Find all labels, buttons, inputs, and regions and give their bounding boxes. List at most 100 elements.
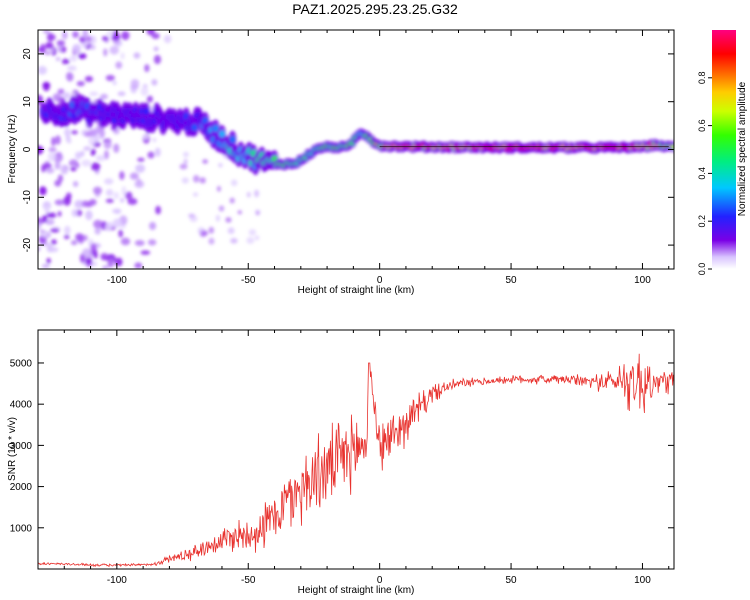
spectrogram-noise-blob <box>146 95 153 103</box>
x-tick-label: -50 <box>241 575 256 586</box>
x-tick-label: 0 <box>377 575 383 586</box>
spectrogram-noise-blob <box>152 137 157 143</box>
spectrogram-noise-blob <box>227 227 235 235</box>
y-tick-label: 10 <box>22 96 33 108</box>
ridge-core <box>218 130 225 138</box>
x-tick-label: 100 <box>634 575 651 586</box>
spectrogram-noise-blob <box>50 239 57 245</box>
spectrogram-noise-blob <box>51 136 56 147</box>
colorbar-ticks: 0.0 0.2 0.4 0.6 0.8 <box>697 72 712 276</box>
spectrogram-noise-blob <box>130 79 140 88</box>
spectrogram-noise-blob <box>77 53 87 60</box>
spectrogram-noise-blob <box>248 229 257 236</box>
spectrogram-noise-blob <box>45 51 51 56</box>
spectrogram-noise-blob <box>101 256 111 261</box>
spectrogram-noise-blob <box>39 232 48 237</box>
spectrogram-noise-blob <box>112 208 122 214</box>
spectrogram-noise-blob <box>105 189 114 197</box>
spectrogram-noise-blob <box>124 191 133 200</box>
spectrogram-noise-blob <box>102 265 109 269</box>
ridge-core <box>212 125 219 133</box>
spectrogram-noise-blob <box>41 164 46 173</box>
spectrogram-noise-blob <box>54 161 61 170</box>
ridge-core <box>229 136 236 144</box>
spectrogram-noise-blob <box>109 45 119 55</box>
spectrogram-noise-blob <box>129 172 139 180</box>
spectrogram-noise-blob <box>121 186 127 197</box>
colorbar-tick-label: 0.2 <box>697 215 707 228</box>
spectrogram-noise-blob <box>93 135 100 143</box>
spectrogram-noise-blob <box>41 263 50 269</box>
spectrogram-noise-blob <box>61 58 70 65</box>
spectrogram-noise-blob <box>42 215 48 223</box>
spectrogram-noise-blob <box>101 35 109 42</box>
spectrogram-noise-blob <box>85 257 92 265</box>
colorbar-label: Normalized spectral amplitude <box>737 81 748 216</box>
spectrogram-noise-blob <box>218 205 225 212</box>
spectrogram-noise-blob <box>135 164 146 173</box>
spectrogram-noise-blob <box>105 198 114 204</box>
spectrogram-noise-blob <box>133 52 141 59</box>
x-tick-label: 50 <box>505 575 517 586</box>
spectrogram-noise-blob <box>103 48 108 57</box>
spectrogram-noise-blob <box>140 250 151 255</box>
spectrogram-noise-blob <box>134 180 145 189</box>
spectrogram-noise-blob <box>246 191 251 198</box>
spectrogram-noise-blob <box>67 138 72 144</box>
spectrogram-noise-blob <box>38 145 44 155</box>
spectrogram-noise-blob <box>142 134 149 140</box>
spectrogram-noise-blob <box>47 34 56 41</box>
spectrogram-noise-blob <box>55 57 61 62</box>
snr-frame <box>37 329 675 570</box>
spectrogram-noise-blob <box>72 31 79 39</box>
spectrogram-noise-blob <box>76 81 85 87</box>
spectrogram-noise-blob <box>47 152 56 162</box>
spectrogram-noise-blob <box>149 221 157 231</box>
spectrogram-noise-blob <box>208 237 215 245</box>
spectrogram-noise-blob <box>52 93 62 102</box>
spectrogram-noise-blob <box>45 41 54 50</box>
y-tick-label: 0 <box>22 146 33 152</box>
spectrogram-noise-blob <box>134 262 143 269</box>
spectrogram-noise-blob <box>45 218 55 226</box>
colorbar-tick-label: 0.4 <box>697 167 707 180</box>
spectrogram-noise-blob <box>113 143 120 153</box>
spectrogram-noise-blob <box>64 225 71 235</box>
chart-title: PAZ1.2025.295.23.25.G32 <box>292 1 458 17</box>
spectrogram-noise-blob <box>93 251 98 259</box>
colorbar-tick-label: 0.0 <box>697 263 707 276</box>
spectrogram-noise-blob <box>200 230 209 236</box>
spectrogram-noise-blob <box>115 61 123 69</box>
spectrogram-noise-blob <box>106 30 115 37</box>
spectrogram-noise-blob <box>225 217 232 223</box>
spectrogram-noise-blob <box>254 189 260 198</box>
spectrogram-noise-blob <box>48 147 57 152</box>
snr-panel: -100 -50 0 50 100 1000 2000 3000 4000 5000 Height… <box>7 329 675 596</box>
spectrogram-noise-blob <box>104 150 109 160</box>
spectrogram-noise-blob <box>121 31 130 41</box>
spectrogram-noise-blob <box>100 93 109 100</box>
spectrogram-noise-blob <box>105 74 115 82</box>
spectrogram-noise-blob <box>55 135 61 145</box>
spectrogram-noise-blob <box>181 177 189 184</box>
spectrogram-noise-blob <box>117 91 126 96</box>
spectrogram-noise-blob <box>112 30 119 40</box>
spectrogram-noise-blob <box>53 152 63 163</box>
ridge-core <box>143 107 150 115</box>
spectrogram-noise-blob <box>202 159 209 164</box>
spectrogram-noise-blob <box>63 234 70 240</box>
spectrogram-noise-blob <box>83 146 91 151</box>
spectrogram-noise-blob <box>146 30 155 36</box>
spectrogram-noise-blob <box>255 210 260 216</box>
y-tick-label: -10 <box>22 190 33 205</box>
spectrogram-noise-blob <box>112 218 123 228</box>
spectrogram-noise-blob <box>104 178 114 185</box>
spectrogram-noise-blob <box>188 213 196 218</box>
spectrogram-noise-blob <box>79 253 86 264</box>
spectrogram-noise-blob <box>93 219 103 229</box>
spectrogram-noise-blob <box>54 199 65 206</box>
spectrogram-noise-blob <box>144 64 150 73</box>
spectrogram-noise-blob <box>215 214 221 222</box>
spectrogram-noise-blob <box>151 33 160 39</box>
